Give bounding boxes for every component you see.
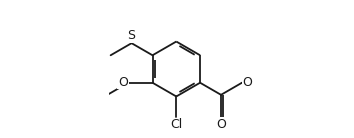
Text: O: O	[216, 118, 226, 131]
Text: Cl: Cl	[170, 118, 182, 131]
Text: S: S	[127, 30, 136, 43]
Text: O: O	[118, 76, 128, 89]
Text: O: O	[242, 76, 252, 89]
